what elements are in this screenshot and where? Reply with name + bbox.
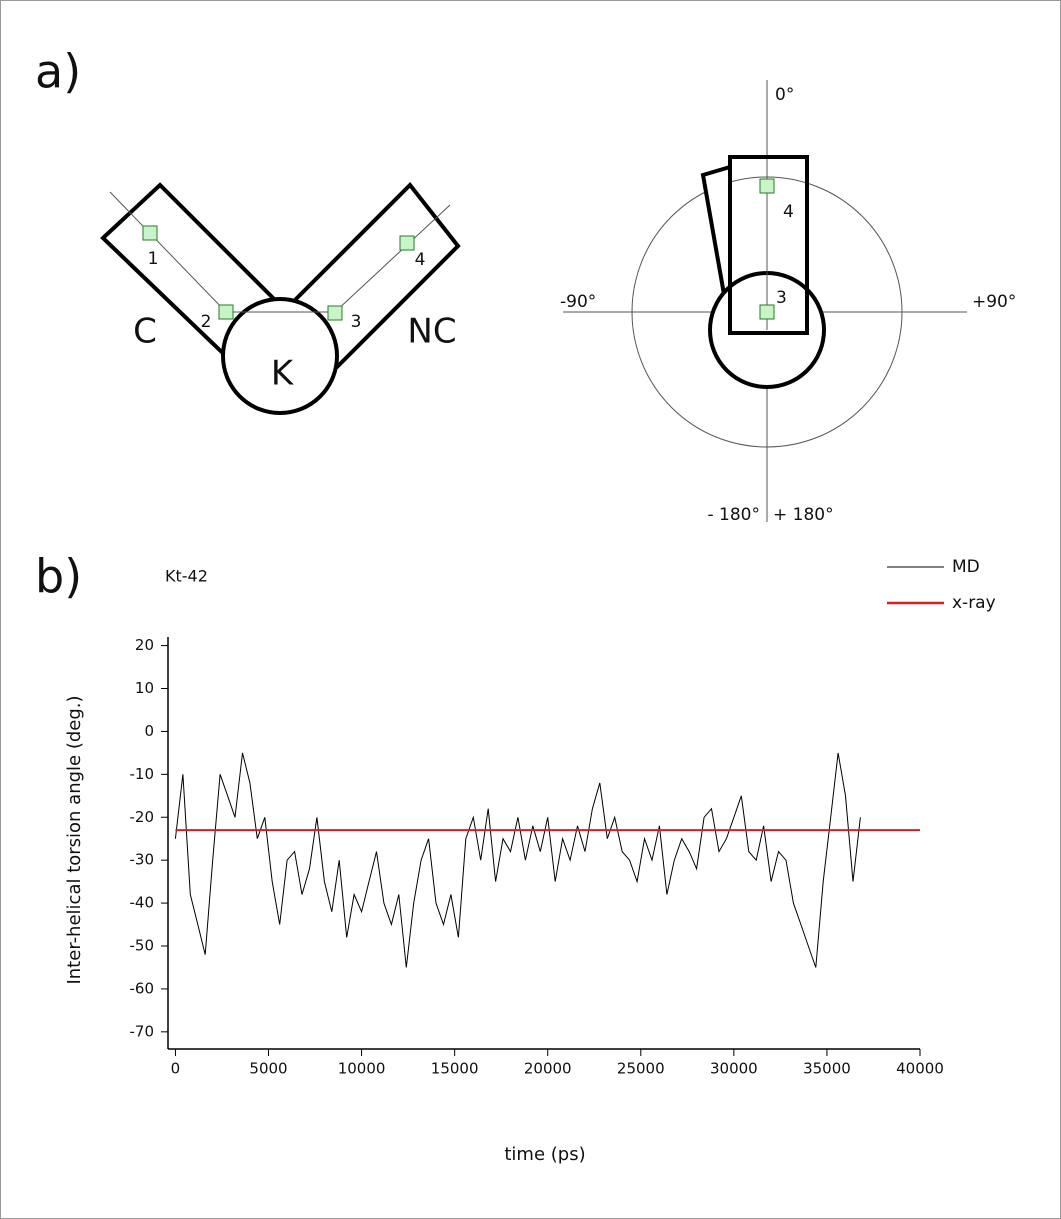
- y-tick-label: -10: [130, 765, 155, 783]
- point-label: 3: [776, 288, 787, 308]
- y-tick-label: -30: [130, 851, 155, 869]
- x-tick-label: 0: [171, 1060, 181, 1078]
- y-tick-label: 20: [135, 636, 154, 654]
- torsion-diagram: [563, 80, 967, 522]
- panel-label: b): [35, 550, 82, 604]
- helix-label: NC: [407, 312, 456, 352]
- helix-label: C: [133, 312, 157, 352]
- x-tick-label: 40000: [896, 1060, 944, 1078]
- angle-label: +90°: [972, 292, 1016, 312]
- x-axis-label: time (ps): [504, 1144, 585, 1165]
- y-axis-label: Inter-helical torsion angle (deg.): [64, 695, 85, 984]
- point-label: 2: [201, 312, 212, 332]
- y-tick-label: 0: [144, 722, 154, 740]
- y-tick-label: -40: [130, 894, 155, 912]
- point-label: 1: [148, 249, 159, 269]
- legend-label: x-ray: [952, 593, 996, 613]
- y-tick-label: -20: [130, 808, 155, 826]
- angle-label: -90°: [560, 292, 596, 312]
- series-line: [174, 752, 861, 968]
- x-tick-label: 20000: [524, 1060, 572, 1078]
- x-tick-label: 25000: [617, 1060, 665, 1078]
- y-tick-label: -60: [130, 979, 155, 997]
- y-tick-label: -50: [130, 937, 155, 955]
- x-tick-label: 5000: [249, 1060, 287, 1078]
- angle-label: - 180°: [708, 505, 761, 525]
- angle-label: + 180°: [773, 505, 834, 525]
- helix-diagram: [100, 181, 461, 415]
- y-tick-label: -70: [130, 1022, 155, 1040]
- angle-label: 0°: [775, 85, 794, 105]
- legend-label: MD: [952, 557, 980, 577]
- x-tick-label: 15000: [431, 1060, 479, 1078]
- helix-label: K: [271, 354, 295, 394]
- x-tick-label: 35000: [803, 1060, 851, 1078]
- point-label: 4: [783, 202, 794, 222]
- x-tick-label: 10000: [338, 1060, 386, 1078]
- panel-label: a): [35, 45, 81, 99]
- chart-title: Kt-42: [165, 567, 208, 586]
- point-label: 3: [351, 312, 362, 332]
- x-tick-label: 30000: [710, 1060, 758, 1078]
- point-label: 4: [415, 250, 426, 270]
- y-tick-label: 10: [135, 679, 154, 697]
